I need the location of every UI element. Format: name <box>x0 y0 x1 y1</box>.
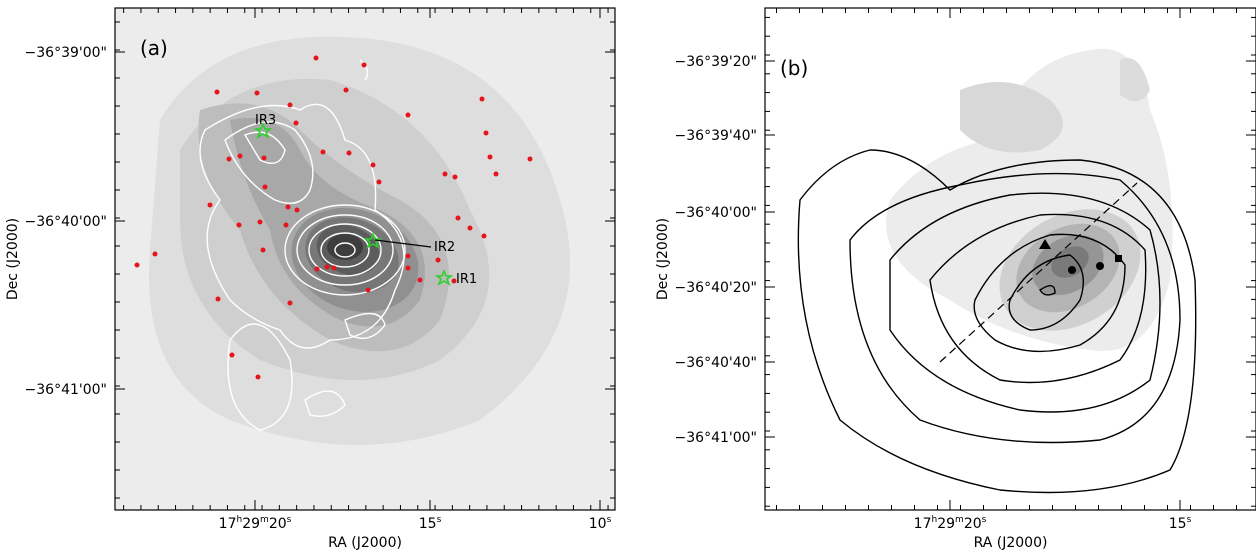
unit: s <box>1187 515 1192 525</box>
x-tick-label: 15s <box>1169 515 1192 532</box>
y-tick-label: −36°41'00" <box>25 382 107 398</box>
unit: m <box>260 515 269 525</box>
source-label: IR3 <box>255 113 276 128</box>
y-axis-title: Dec (J2000) <box>655 218 671 300</box>
panel-a-image <box>115 8 615 510</box>
x-tick-label: 17h29m20s <box>914 515 987 532</box>
y-tick-label: −36°39'00" <box>25 45 107 61</box>
unit: s <box>982 515 987 525</box>
panel-label: (b) <box>780 56 808 80</box>
x-tick-label: 17h29m20s <box>219 515 292 532</box>
y-tick-label: −36°41'00" <box>675 430 757 446</box>
y-tick-label: −36°39'40" <box>675 128 757 144</box>
y-tick-label: −36°40'00" <box>25 214 107 230</box>
unit: m <box>955 515 964 525</box>
y-tick-label: −36°40'40" <box>675 355 757 371</box>
number: 17 <box>914 516 932 532</box>
panel-label: (a) <box>140 36 168 60</box>
y-axis-title: Dec (J2000) <box>5 218 21 300</box>
number: 17 <box>219 516 237 532</box>
number: 15 <box>1169 516 1187 532</box>
number: 15 <box>419 516 437 532</box>
unit: s <box>437 515 442 525</box>
x-tick-label: 15s <box>419 515 442 532</box>
unit: s <box>607 515 612 525</box>
unit: h <box>931 515 937 525</box>
x-axis-title: RA (J2000) <box>974 535 1048 551</box>
number: 29 <box>242 516 260 532</box>
number: 10 <box>589 516 607 532</box>
number: 29 <box>937 516 955 532</box>
labels: (a) Dec (J2000) RA (J2000) −36°39'00" −36°40… <box>5 8 1256 551</box>
y-tick-label: −36°40'20" <box>675 280 757 296</box>
source-label: IR1 <box>456 272 477 287</box>
number: 20 <box>964 516 982 532</box>
number: 20 <box>269 516 287 532</box>
x-tick-label: 10s <box>589 515 612 532</box>
unit: h <box>236 515 242 525</box>
y-tick-label: −36°39'20" <box>675 54 757 70</box>
panel-b-image <box>765 8 1256 510</box>
x-axis-title: RA (J2000) <box>328 535 402 551</box>
y-tick-label: −36°40'00" <box>675 205 757 221</box>
unit: s <box>287 515 292 525</box>
source-label: IR2 <box>434 240 455 255</box>
